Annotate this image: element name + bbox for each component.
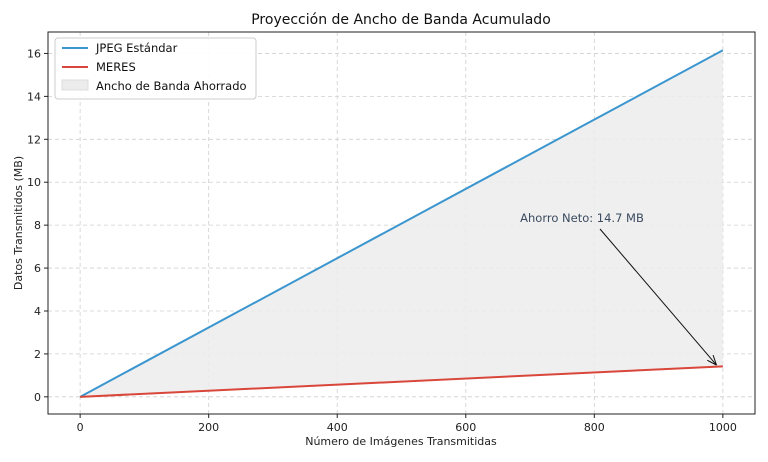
x-tick-label: 400: [327, 421, 348, 434]
annotation: Ahorro Neto: 14.7 MB: [520, 211, 716, 364]
series-line-jpeg: [79, 49, 724, 398]
legend: JPEG Estándar MERES Ancho de Banda Ahorr…: [54, 37, 257, 100]
y-tick-label: 2: [34, 348, 41, 361]
annotation-arrow: [599, 228, 716, 364]
y-tick-label: 12: [27, 133, 41, 146]
ticks: 0 200 400 600 800 1000 0 2 4 6 8 10 12 14 16: [27, 47, 737, 434]
legend-swatch-savings: [61, 79, 89, 91]
x-axis-label: Número de Imágenes Transmitidas: [305, 435, 497, 448]
y-tick-label: 6: [34, 262, 41, 275]
y-tick-label: 14: [27, 90, 41, 103]
y-tick-label: 8: [34, 219, 41, 232]
y-tick-label: 16: [27, 47, 41, 60]
legend-label-savings: Ancho de Banda Ahorrado: [96, 79, 247, 93]
x-tick-label: 1000: [709, 421, 737, 434]
x-tick-label: 800: [584, 421, 605, 434]
legend-box: [54, 37, 257, 100]
series-line-meres: [80, 365, 723, 398]
series-layer: [79, 49, 724, 398]
x-tick-label: 0: [77, 421, 84, 434]
x-tick-label: 200: [198, 421, 219, 434]
y-tick-label: 0: [34, 391, 41, 404]
chart-title: Proyección de Ancho de Banda Acumulado: [251, 12, 551, 28]
y-tick-label: 10: [27, 176, 41, 189]
legend-label-meres: MERES: [96, 60, 136, 74]
plot-area-frame: [47, 31, 756, 415]
x-tick-label: 600: [455, 421, 476, 434]
y-tick-label: 4: [34, 305, 41, 318]
annotation-text: Ahorro Neto: 14.7 MB: [520, 211, 644, 225]
y-axis-label: Datos Transmitidos (MB): [12, 156, 25, 290]
legend-label-jpeg: JPEG Estándar: [95, 41, 178, 55]
